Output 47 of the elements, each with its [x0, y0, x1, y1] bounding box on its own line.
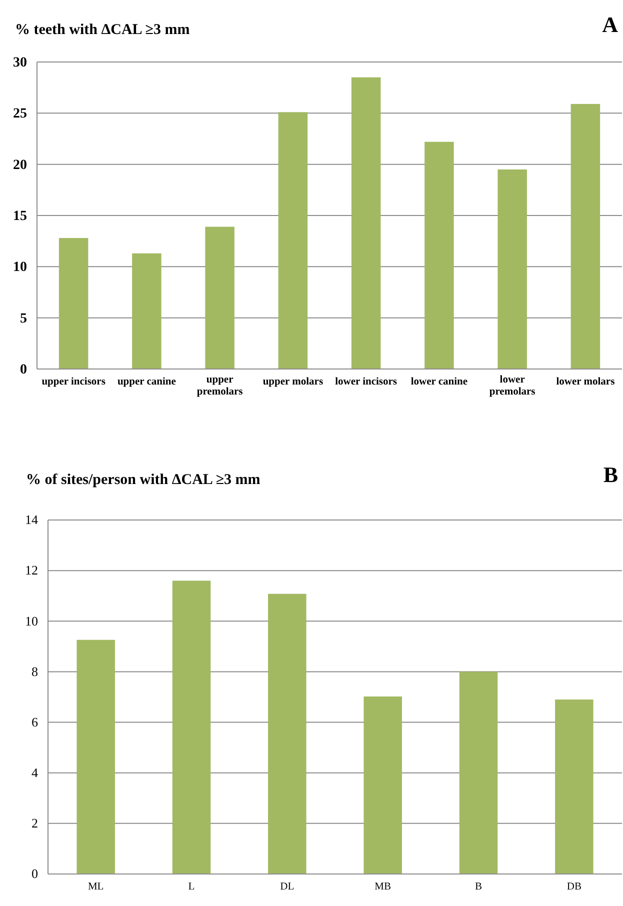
- bar: [570, 104, 600, 369]
- x-tick-label: upper canine: [117, 376, 176, 388]
- y-tick-label: 0: [32, 866, 38, 882]
- bar: [364, 696, 402, 874]
- x-tick-label: upper incisors: [42, 376, 106, 388]
- y-tick-label: 8: [32, 664, 38, 679]
- x-tick-label: MB: [374, 881, 392, 892]
- y-tick-label: 15: [13, 208, 27, 224]
- x-tick-label: DL: [280, 881, 294, 892]
- y-tick-label: 2: [32, 816, 38, 831]
- x-tick-label: lower premolars: [489, 374, 536, 398]
- bar: [351, 77, 381, 369]
- bar: [424, 142, 454, 369]
- y-tick-label: 25: [13, 106, 27, 122]
- x-tick-label: L: [188, 881, 195, 892]
- x-tick-label: lower incisors: [335, 376, 398, 388]
- y-tick-label: 4: [32, 765, 38, 780]
- chart-title: % of sites/person with ΔCAL ≥3 mm: [26, 472, 261, 488]
- y-tick-label: 14: [25, 512, 38, 528]
- x-tick-label: upper molars: [262, 376, 324, 388]
- x-tick-label: B: [474, 881, 482, 892]
- bar: [278, 112, 308, 369]
- text: A: [602, 12, 618, 37]
- y-tick-label: 20: [13, 158, 27, 173]
- chart-title: % teeth with ΔCAL ≥3 mm: [15, 22, 190, 38]
- bar: [555, 700, 594, 874]
- bar: [58, 238, 88, 369]
- y-tick-label: 12: [25, 562, 38, 578]
- x-tick-label: lower canine: [410, 376, 468, 388]
- bar: [498, 169, 527, 369]
- bar: [76, 640, 115, 874]
- bar: [268, 594, 306, 874]
- y-tick-label: 30: [13, 55, 27, 70]
- y-tick-label: 10: [13, 260, 27, 276]
- bar: [205, 226, 234, 369]
- x-tick-label: DB: [566, 881, 582, 892]
- x-tick-label: lower molars: [556, 376, 615, 388]
- bar: [459, 672, 498, 874]
- bar: [132, 253, 162, 369]
- y-tick-label: 5: [20, 311, 27, 326]
- y-tick-label: 0: [20, 362, 27, 378]
- y-tick-label: 10: [25, 613, 38, 628]
- text: B: [603, 462, 618, 487]
- bar: [172, 580, 211, 874]
- y-tick-label: 6: [32, 714, 38, 730]
- x-tick-label: upper premolars: [196, 374, 243, 398]
- x-tick-label: ML: [88, 881, 104, 892]
